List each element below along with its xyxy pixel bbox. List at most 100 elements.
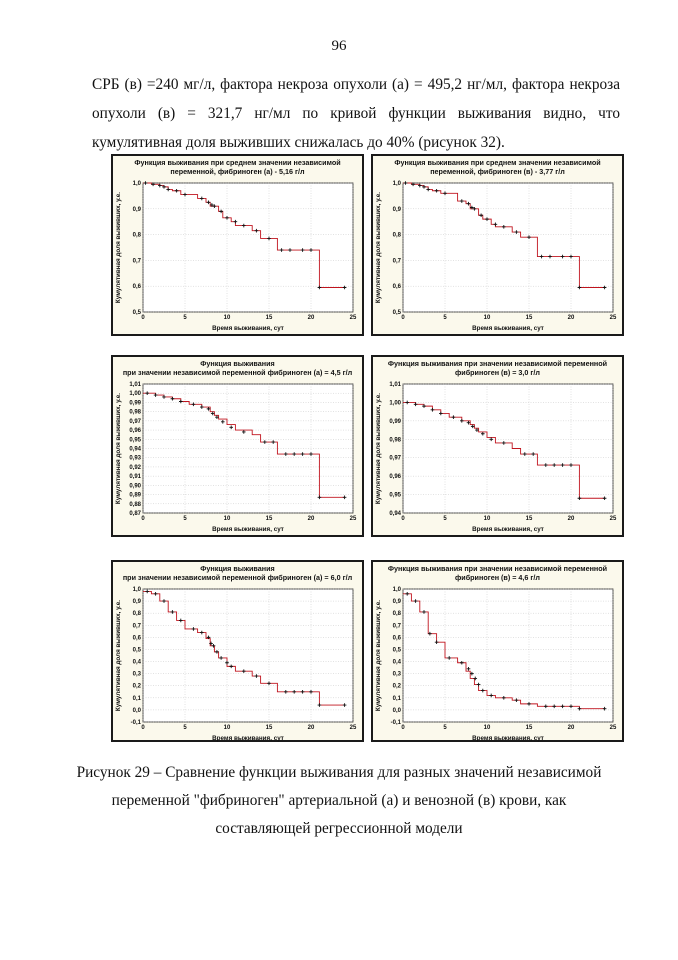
censor-marker xyxy=(428,631,432,636)
censor-marker xyxy=(544,704,548,709)
chart-title-line: Функция выживания при среднем значении н… xyxy=(134,158,340,167)
censor-marker xyxy=(206,200,211,205)
censor-marker xyxy=(200,405,204,409)
x-tick-label: 25 xyxy=(350,516,357,522)
chart-title-line: Функция выживания xyxy=(200,359,274,368)
censor-marker xyxy=(292,452,296,456)
censor-marker xyxy=(300,689,305,694)
censor-marker xyxy=(166,187,170,192)
x-axis-label: Время выживания, сут xyxy=(212,526,284,533)
y-tick-label: 0,99 xyxy=(389,419,401,425)
y-tick-label: 0,7 xyxy=(393,258,402,264)
censor-marker xyxy=(242,223,246,228)
censor-marker xyxy=(523,452,527,456)
censor-marker xyxy=(342,495,347,500)
chart-title-line: Функция выживания при значении независим… xyxy=(388,564,607,573)
x-tick-label: 0 xyxy=(401,516,405,522)
censor-marker xyxy=(170,396,175,401)
chart-title-line: фибриноген (в) = 3,0 г/л xyxy=(455,368,540,377)
y-tick-label: 0,4 xyxy=(393,660,402,666)
x-axis-label: Время выживания, сут xyxy=(212,325,284,332)
y-tick-label: 0,97 xyxy=(389,456,401,462)
censor-marker xyxy=(489,693,493,698)
survival-chart: Функция выживания при значении независим… xyxy=(375,359,617,533)
censor-marker xyxy=(233,219,238,224)
y-tick-label: 0,9 xyxy=(393,599,402,605)
y-tick-label: 0,9 xyxy=(133,599,142,605)
censor-marker xyxy=(309,689,313,694)
x-tick-label: 10 xyxy=(484,516,491,522)
x-tick-label: 25 xyxy=(610,725,617,731)
censor-marker xyxy=(602,706,607,711)
y-tick-label: 0,94 xyxy=(389,511,401,517)
censor-marker xyxy=(317,703,322,707)
y-tick-label: 0,2 xyxy=(133,684,142,690)
censor-marker xyxy=(229,425,233,430)
censor-marker xyxy=(300,248,305,252)
x-axis-label: Время выживания, сут xyxy=(212,735,284,742)
y-tick-label: 1,01 xyxy=(389,382,401,388)
censor-marker xyxy=(447,656,451,660)
censor-marker xyxy=(162,599,166,603)
censor-marker xyxy=(552,704,556,709)
x-tick-label: 5 xyxy=(183,516,187,522)
chart-title-line: Функция выживания xyxy=(200,564,274,573)
x-tick-label: 25 xyxy=(350,315,357,321)
caption-line: составляющей регрессионной модели xyxy=(215,820,463,837)
chart-title-line: Функция выживания при значении независим… xyxy=(388,359,607,368)
y-tick-label: 0,94 xyxy=(129,447,141,453)
y-tick-label: 0,0 xyxy=(133,708,142,714)
censor-marker xyxy=(602,285,607,290)
y-tick-label: 1,00 xyxy=(389,400,401,406)
x-tick-label: 5 xyxy=(443,725,447,731)
y-axis-label: Кумулятивная доля выживших, у.е. xyxy=(115,600,122,711)
censor-marker xyxy=(422,404,426,408)
y-tick-label: 0,8 xyxy=(393,611,402,617)
y-tick-label: 0,1 xyxy=(393,696,402,702)
y-tick-label: 0,91 xyxy=(129,474,141,480)
y-tick-label: -0,1 xyxy=(391,720,402,726)
censor-marker xyxy=(200,630,204,635)
censor-marker xyxy=(279,248,284,252)
censor-marker xyxy=(434,188,439,193)
censor-marker xyxy=(560,704,565,709)
y-tick-label: 0,9 xyxy=(133,207,142,213)
censor-marker xyxy=(422,185,426,189)
censor-marker xyxy=(422,610,426,614)
y-tick-label: 0,92 xyxy=(129,465,141,471)
x-tick-label: 20 xyxy=(308,725,315,731)
y-tick-label: 0,3 xyxy=(133,672,142,678)
censor-marker xyxy=(309,248,313,252)
y-tick-label: 0,5 xyxy=(133,310,142,316)
censor-marker xyxy=(342,285,347,290)
censor-marker xyxy=(292,689,296,694)
censor-marker xyxy=(179,399,183,404)
censor-marker xyxy=(569,463,573,467)
y-tick-label: 0,97 xyxy=(129,419,141,425)
censor-marker xyxy=(153,393,158,397)
y-tick-label: 0,88 xyxy=(129,502,141,508)
censor-marker xyxy=(405,592,409,596)
x-tick-label: 10 xyxy=(484,725,491,731)
censor-marker xyxy=(577,496,582,501)
x-tick-label: 15 xyxy=(266,725,273,731)
censor-marker xyxy=(430,408,435,412)
x-tick-label: 20 xyxy=(568,315,575,321)
x-tick-label: 15 xyxy=(266,516,273,522)
censor-marker xyxy=(219,656,223,660)
page-number: 96 xyxy=(331,38,347,54)
x-tick-label: 20 xyxy=(568,516,575,522)
censor-marker xyxy=(552,463,556,467)
censor-marker xyxy=(560,463,565,467)
x-tick-label: 10 xyxy=(224,725,231,731)
censor-marker xyxy=(405,400,409,405)
chart-title-line: переменной, фибриноген (а) - 5,16 г/л xyxy=(170,167,305,176)
plot-area xyxy=(402,588,614,723)
censor-marker xyxy=(162,185,166,189)
x-axis-label: Время выживания, сут xyxy=(472,526,544,533)
y-tick-label: 0,98 xyxy=(389,437,401,443)
censor-marker xyxy=(242,669,246,674)
censor-marker xyxy=(514,230,519,234)
censor-marker xyxy=(179,618,183,623)
y-tick-label: 0,96 xyxy=(129,428,141,434)
